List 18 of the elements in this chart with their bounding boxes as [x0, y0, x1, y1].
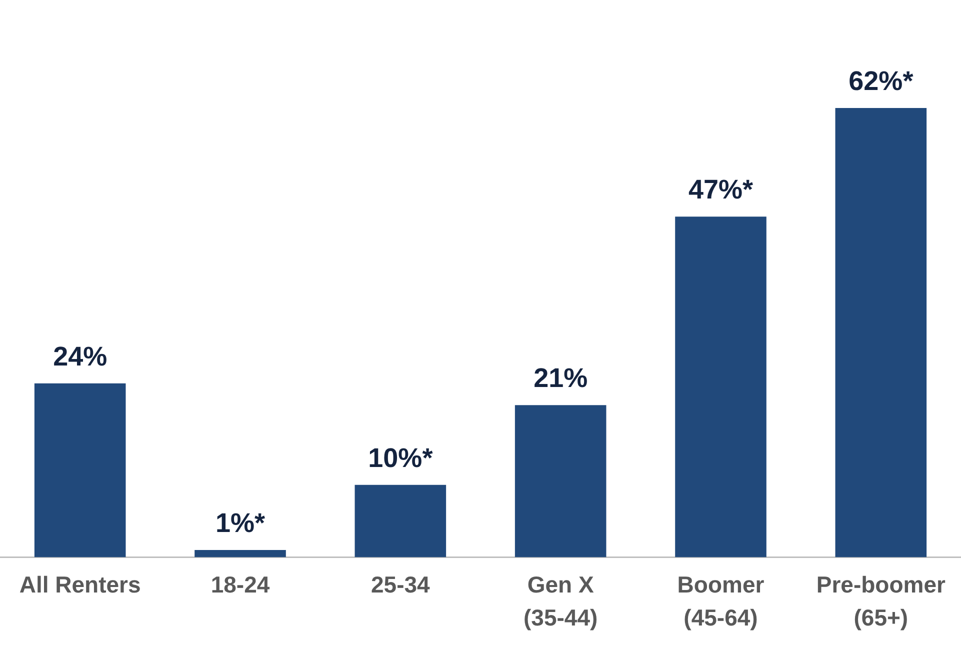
x-tick-label: Boomer (45-64)	[677, 571, 764, 631]
bar	[354, 484, 446, 558]
x-tick-label: 18-24	[210, 571, 270, 598]
data-label: 10%*	[368, 442, 434, 473]
x-tick-label: 25-34	[371, 571, 430, 598]
bar	[835, 108, 927, 558]
bar	[675, 216, 766, 558]
x-tick-label: Pre-boomer (65+)	[816, 571, 946, 631]
data-label: 47%*	[688, 174, 754, 205]
x-tick-label: All Renters	[19, 571, 141, 598]
bar	[34, 383, 126, 558]
data-label: 24%	[53, 341, 108, 372]
data-label: 62%*	[848, 66, 914, 96]
data-label: 21%	[534, 363, 588, 394]
bar	[194, 550, 286, 558]
x-tick-label: Gen X (35-44)	[524, 571, 598, 631]
data-label: 1%*	[215, 508, 266, 538]
bar	[514, 405, 606, 558]
